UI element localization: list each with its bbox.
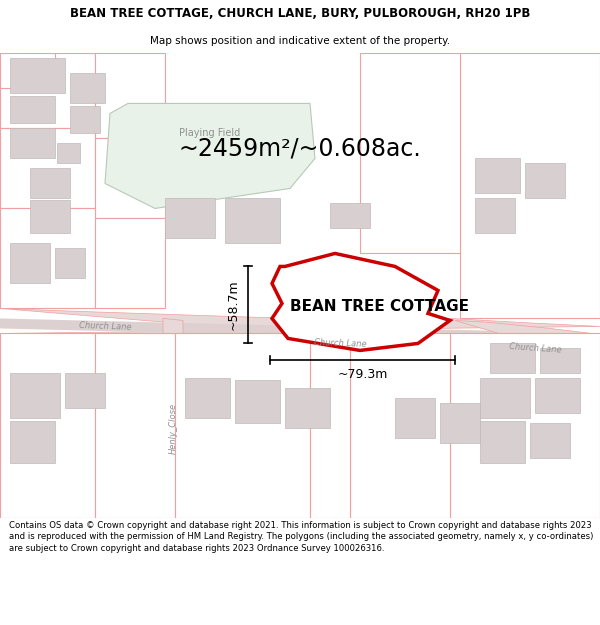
Polygon shape [165, 199, 215, 238]
Polygon shape [272, 254, 450, 351]
Polygon shape [30, 168, 70, 199]
Polygon shape [525, 163, 565, 199]
Text: BEAN TREE COTTAGE: BEAN TREE COTTAGE [290, 299, 470, 314]
Polygon shape [455, 321, 600, 363]
Text: Map shows position and indicative extent of the property.: Map shows position and indicative extent… [150, 36, 450, 46]
Polygon shape [0, 53, 95, 129]
Text: Church Lane: Church Lane [314, 338, 367, 349]
Polygon shape [70, 73, 105, 103]
Text: Church Lane: Church Lane [79, 321, 131, 332]
Polygon shape [475, 199, 515, 233]
Polygon shape [57, 143, 80, 163]
Polygon shape [175, 334, 310, 518]
Polygon shape [475, 158, 520, 194]
Text: Henly_Close: Henly_Close [169, 403, 178, 454]
Polygon shape [350, 334, 450, 518]
Polygon shape [540, 349, 580, 373]
Polygon shape [440, 404, 480, 444]
Polygon shape [295, 279, 360, 303]
Polygon shape [10, 373, 60, 419]
Polygon shape [330, 204, 370, 228]
Polygon shape [450, 334, 600, 518]
Polygon shape [95, 334, 175, 518]
Polygon shape [395, 399, 435, 439]
Polygon shape [0, 53, 55, 88]
Polygon shape [105, 103, 315, 209]
Polygon shape [10, 421, 55, 464]
Polygon shape [0, 318, 600, 344]
Polygon shape [310, 334, 350, 518]
Polygon shape [360, 53, 460, 254]
Polygon shape [535, 378, 580, 414]
Polygon shape [185, 378, 230, 419]
Polygon shape [30, 201, 70, 233]
Polygon shape [70, 106, 100, 133]
Polygon shape [95, 138, 165, 218]
Polygon shape [10, 243, 50, 284]
Polygon shape [225, 199, 280, 243]
Polygon shape [0, 53, 600, 518]
Polygon shape [235, 381, 280, 424]
Polygon shape [10, 58, 65, 93]
Polygon shape [285, 388, 330, 429]
Polygon shape [0, 209, 95, 308]
Text: Playing Field: Playing Field [179, 129, 241, 138]
Polygon shape [95, 53, 165, 138]
Polygon shape [10, 96, 55, 124]
Polygon shape [10, 129, 55, 158]
Text: ~2459m²/~0.608ac.: ~2459m²/~0.608ac. [179, 136, 421, 161]
Polygon shape [0, 308, 600, 358]
Polygon shape [480, 378, 530, 419]
Polygon shape [55, 248, 85, 279]
Text: ~58.7m: ~58.7m [227, 279, 240, 330]
Polygon shape [65, 373, 105, 409]
Text: BEAN TREE COTTAGE, CHURCH LANE, BURY, PULBOROUGH, RH20 1PB: BEAN TREE COTTAGE, CHURCH LANE, BURY, PU… [70, 7, 530, 20]
Polygon shape [490, 344, 535, 373]
Text: ~79.3m: ~79.3m [337, 368, 388, 381]
Polygon shape [460, 53, 600, 318]
Polygon shape [0, 334, 95, 518]
Polygon shape [0, 129, 95, 209]
Polygon shape [480, 421, 525, 464]
Text: Contains OS data © Crown copyright and database right 2021. This information is : Contains OS data © Crown copyright and d… [9, 521, 593, 552]
Polygon shape [530, 424, 570, 459]
Polygon shape [95, 218, 165, 308]
Polygon shape [163, 318, 183, 518]
Text: Church Lane: Church Lane [509, 342, 562, 355]
